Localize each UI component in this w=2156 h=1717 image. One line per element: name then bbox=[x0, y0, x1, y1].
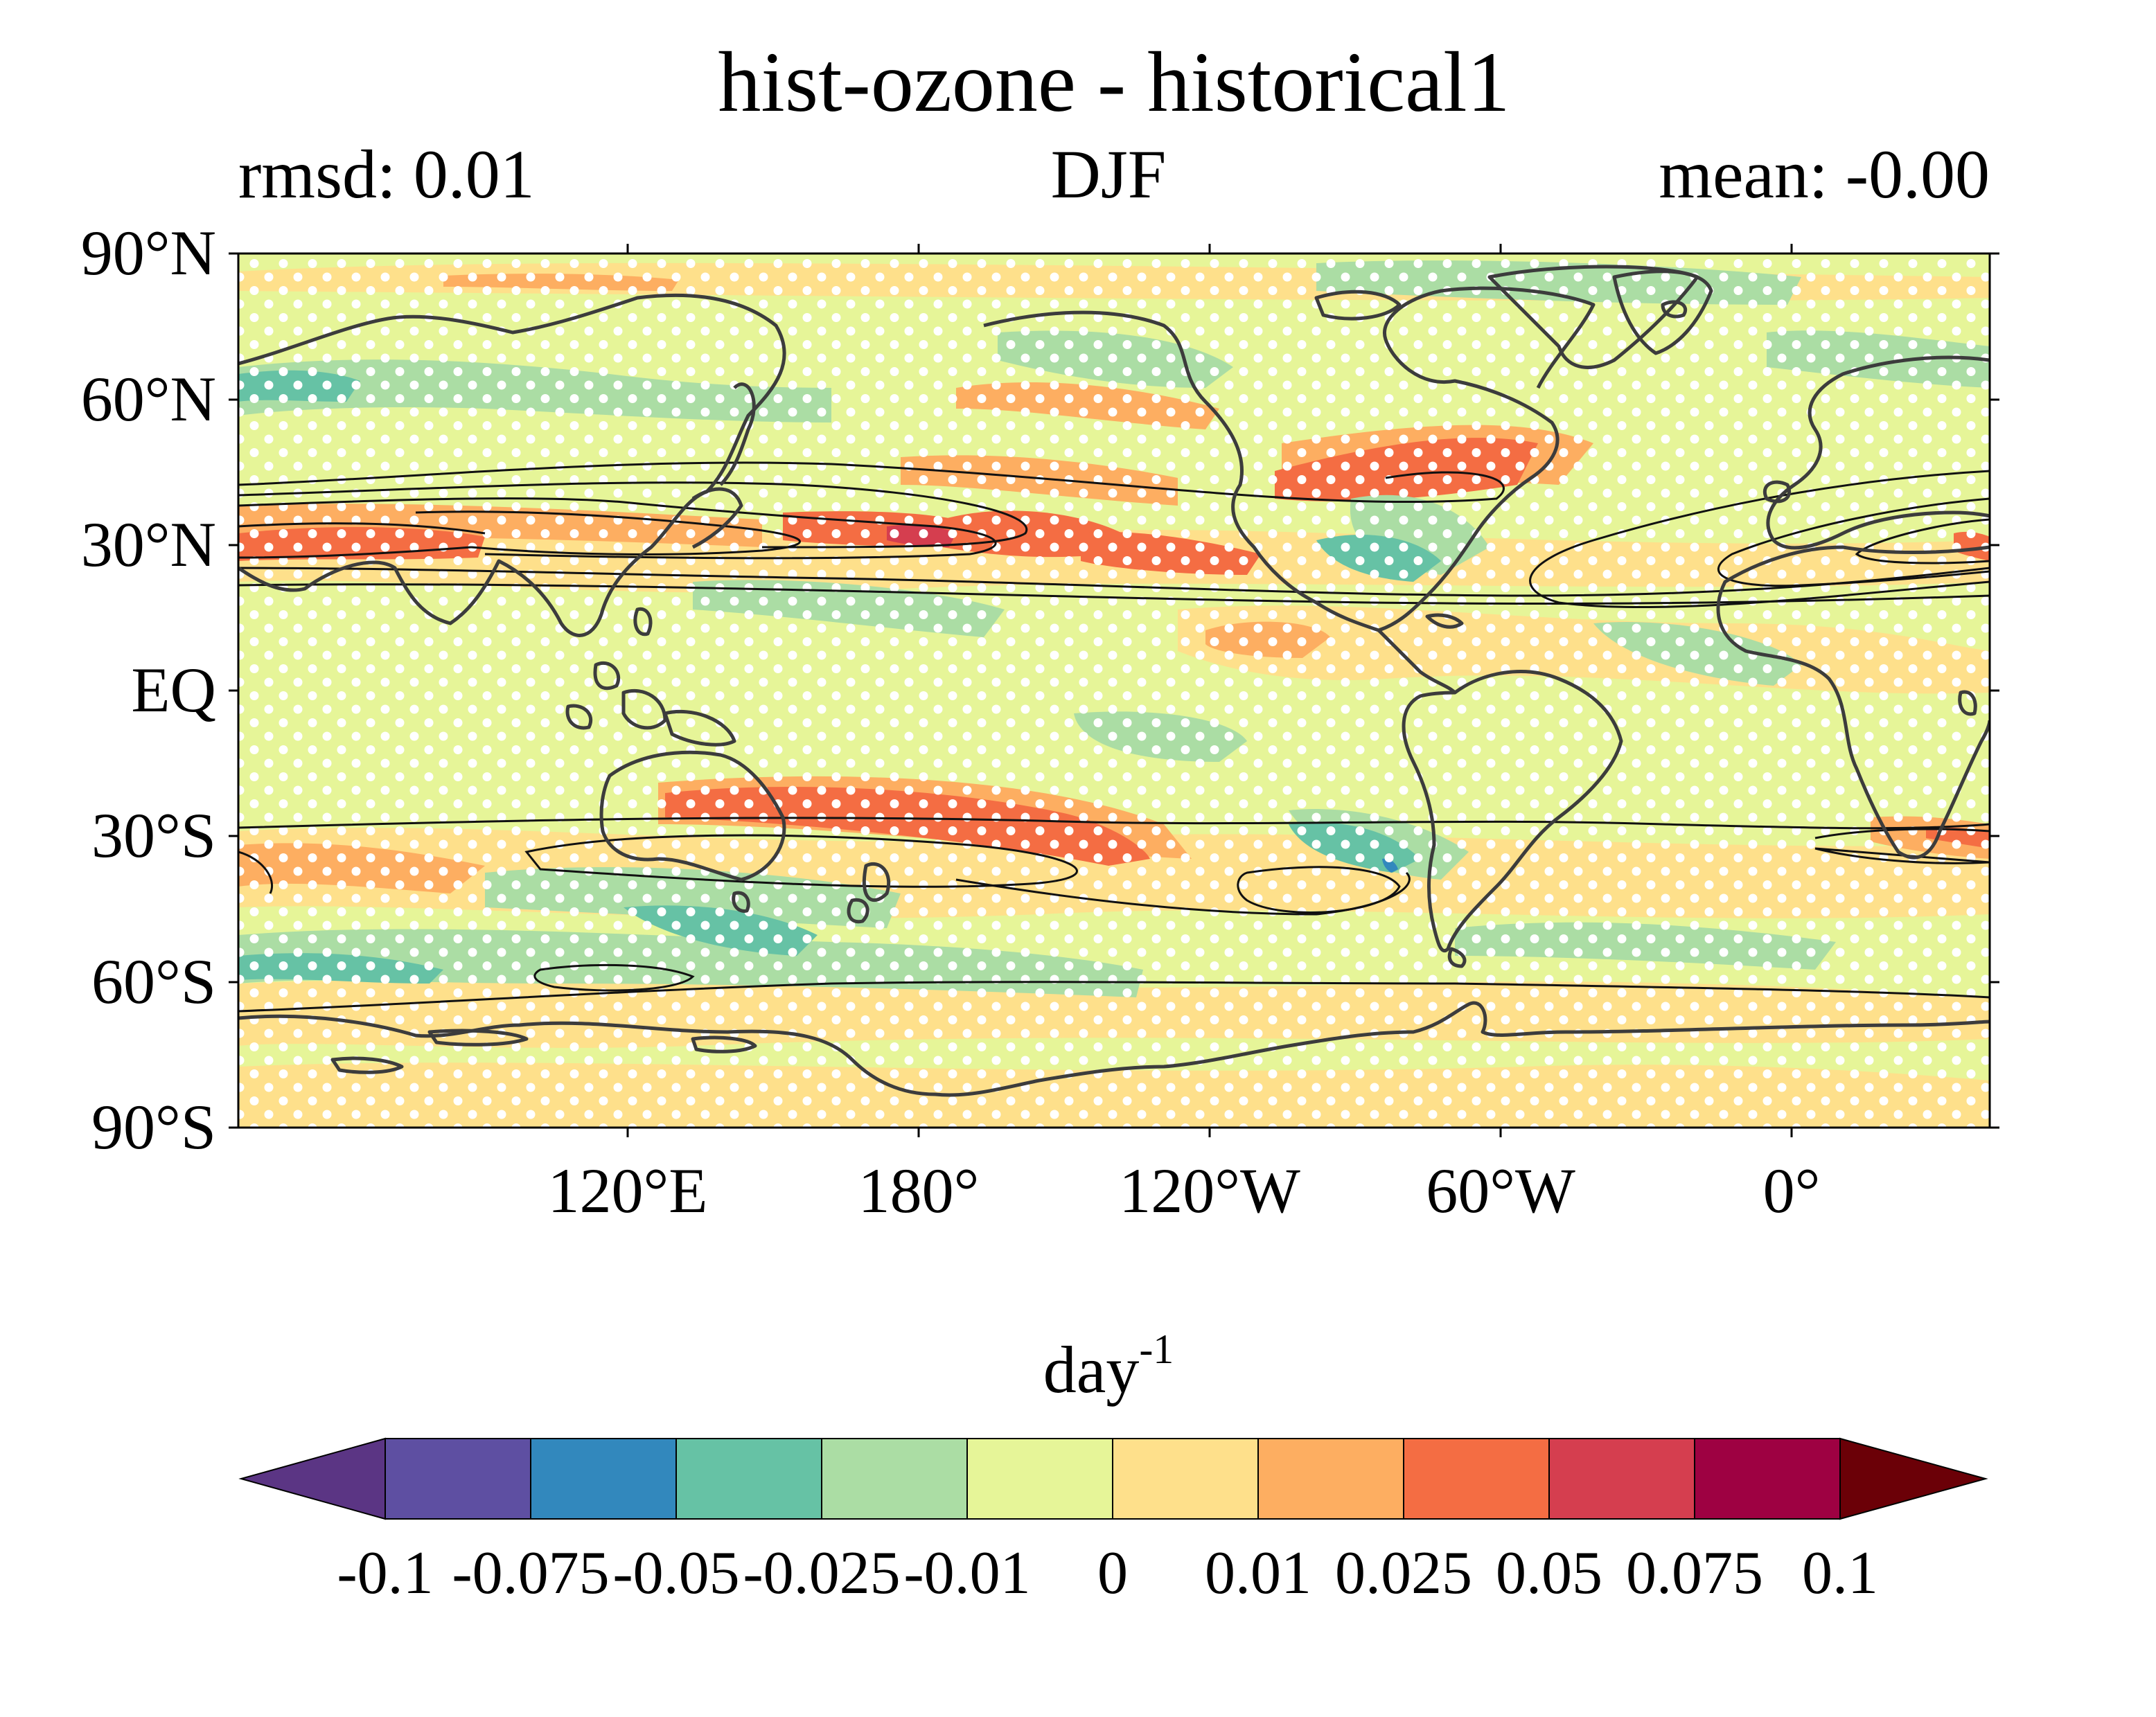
significance-stippling bbox=[238, 253, 1990, 1128]
rmsd-label: rmsd: 0.01 bbox=[238, 136, 535, 213]
colorbar-tick-label: 0.075 bbox=[1626, 1540, 1763, 1607]
unit-base: day bbox=[1043, 1333, 1140, 1407]
lon-label: 60°W bbox=[1426, 1155, 1575, 1226]
colorbar-bin bbox=[821, 1438, 968, 1520]
lat-label: EQ bbox=[131, 655, 216, 725]
colorbar-bin bbox=[1257, 1438, 1404, 1520]
colorbar-tick-label: 0.01 bbox=[1205, 1540, 1311, 1607]
lat-label: 30°S bbox=[91, 800, 216, 871]
colorbar-tick-label: -0.01 bbox=[903, 1540, 1030, 1607]
colorbar-bin bbox=[1403, 1438, 1550, 1520]
colorbar-tick-label: 0 bbox=[1097, 1540, 1128, 1607]
lat-label: 90°S bbox=[91, 1092, 216, 1162]
colorbar-tick-label: -0.05 bbox=[612, 1540, 739, 1607]
colorbar-bin bbox=[385, 1438, 531, 1520]
axis-ticks bbox=[229, 244, 1999, 1137]
colorbar-over-triangle bbox=[1839, 1437, 1988, 1520]
longitude-labels: 120°E 180° 120°W 60°W 0° bbox=[548, 1155, 1821, 1226]
lon-label: 120°W bbox=[1119, 1155, 1300, 1226]
colorbar-tick-label: -0.025 bbox=[743, 1540, 900, 1607]
coastlines bbox=[238, 265, 1990, 1097]
colorbar-bin bbox=[1694, 1438, 1841, 1520]
colorbar-bins bbox=[385, 1438, 1841, 1520]
colorbar-tick-label: 0.025 bbox=[1335, 1540, 1472, 1607]
lon-label: 120°E bbox=[548, 1155, 708, 1226]
colorbar-bin bbox=[1548, 1438, 1695, 1520]
colorbar-tick-label: -0.1 bbox=[337, 1540, 433, 1607]
mean-label: mean: -0.00 bbox=[1659, 136, 1990, 213]
figure-title: hist-ozone - historical1 bbox=[718, 35, 1510, 130]
colorbar-tick-label: 0.1 bbox=[1802, 1540, 1878, 1607]
season-label: DJF bbox=[1051, 136, 1167, 213]
lon-label: 0° bbox=[1763, 1155, 1821, 1226]
colorbar-under-triangle bbox=[238, 1437, 386, 1520]
colorbar-tick-label: -0.075 bbox=[452, 1540, 609, 1607]
latitude-labels: 90°N 60°N 30°N EQ 30°S 60°S 90°S bbox=[81, 217, 216, 1162]
colorbar-bin bbox=[1112, 1438, 1259, 1520]
colorbar: day-1 -0.1 -0.075 -0.05 -0.025 -0.01 0 0.01 0.0… bbox=[238, 1326, 1988, 1607]
colorbar-tick-labels: -0.1 -0.075 -0.05 -0.025 -0.01 0 0.01 0.025 0.05… bbox=[337, 1540, 1878, 1607]
lat-label: 30°N bbox=[81, 509, 216, 580]
lat-label: 60°S bbox=[91, 946, 216, 1017]
lon-label: 180° bbox=[858, 1155, 980, 1226]
colorbar-bin bbox=[966, 1438, 1113, 1520]
colorbar-bin bbox=[530, 1438, 677, 1520]
colorbar-unit: day-1 bbox=[1043, 1326, 1174, 1407]
colorbar-tick-label: 0.05 bbox=[1496, 1540, 1602, 1607]
map-panel: 90°N 60°N 30°N EQ 30°S 60°S 90°S 120°E 1… bbox=[81, 217, 1999, 1226]
lat-label: 60°N bbox=[81, 364, 216, 434]
unit-exponent: -1 bbox=[1139, 1326, 1174, 1372]
colorbar-bin bbox=[675, 1438, 822, 1520]
lat-label: 90°N bbox=[81, 217, 216, 288]
